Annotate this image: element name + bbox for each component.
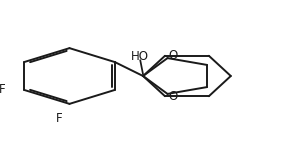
Text: HO: HO xyxy=(131,50,149,63)
Text: O: O xyxy=(168,49,177,62)
Text: F: F xyxy=(56,112,62,125)
Text: O: O xyxy=(168,90,177,103)
Text: F: F xyxy=(0,83,6,96)
